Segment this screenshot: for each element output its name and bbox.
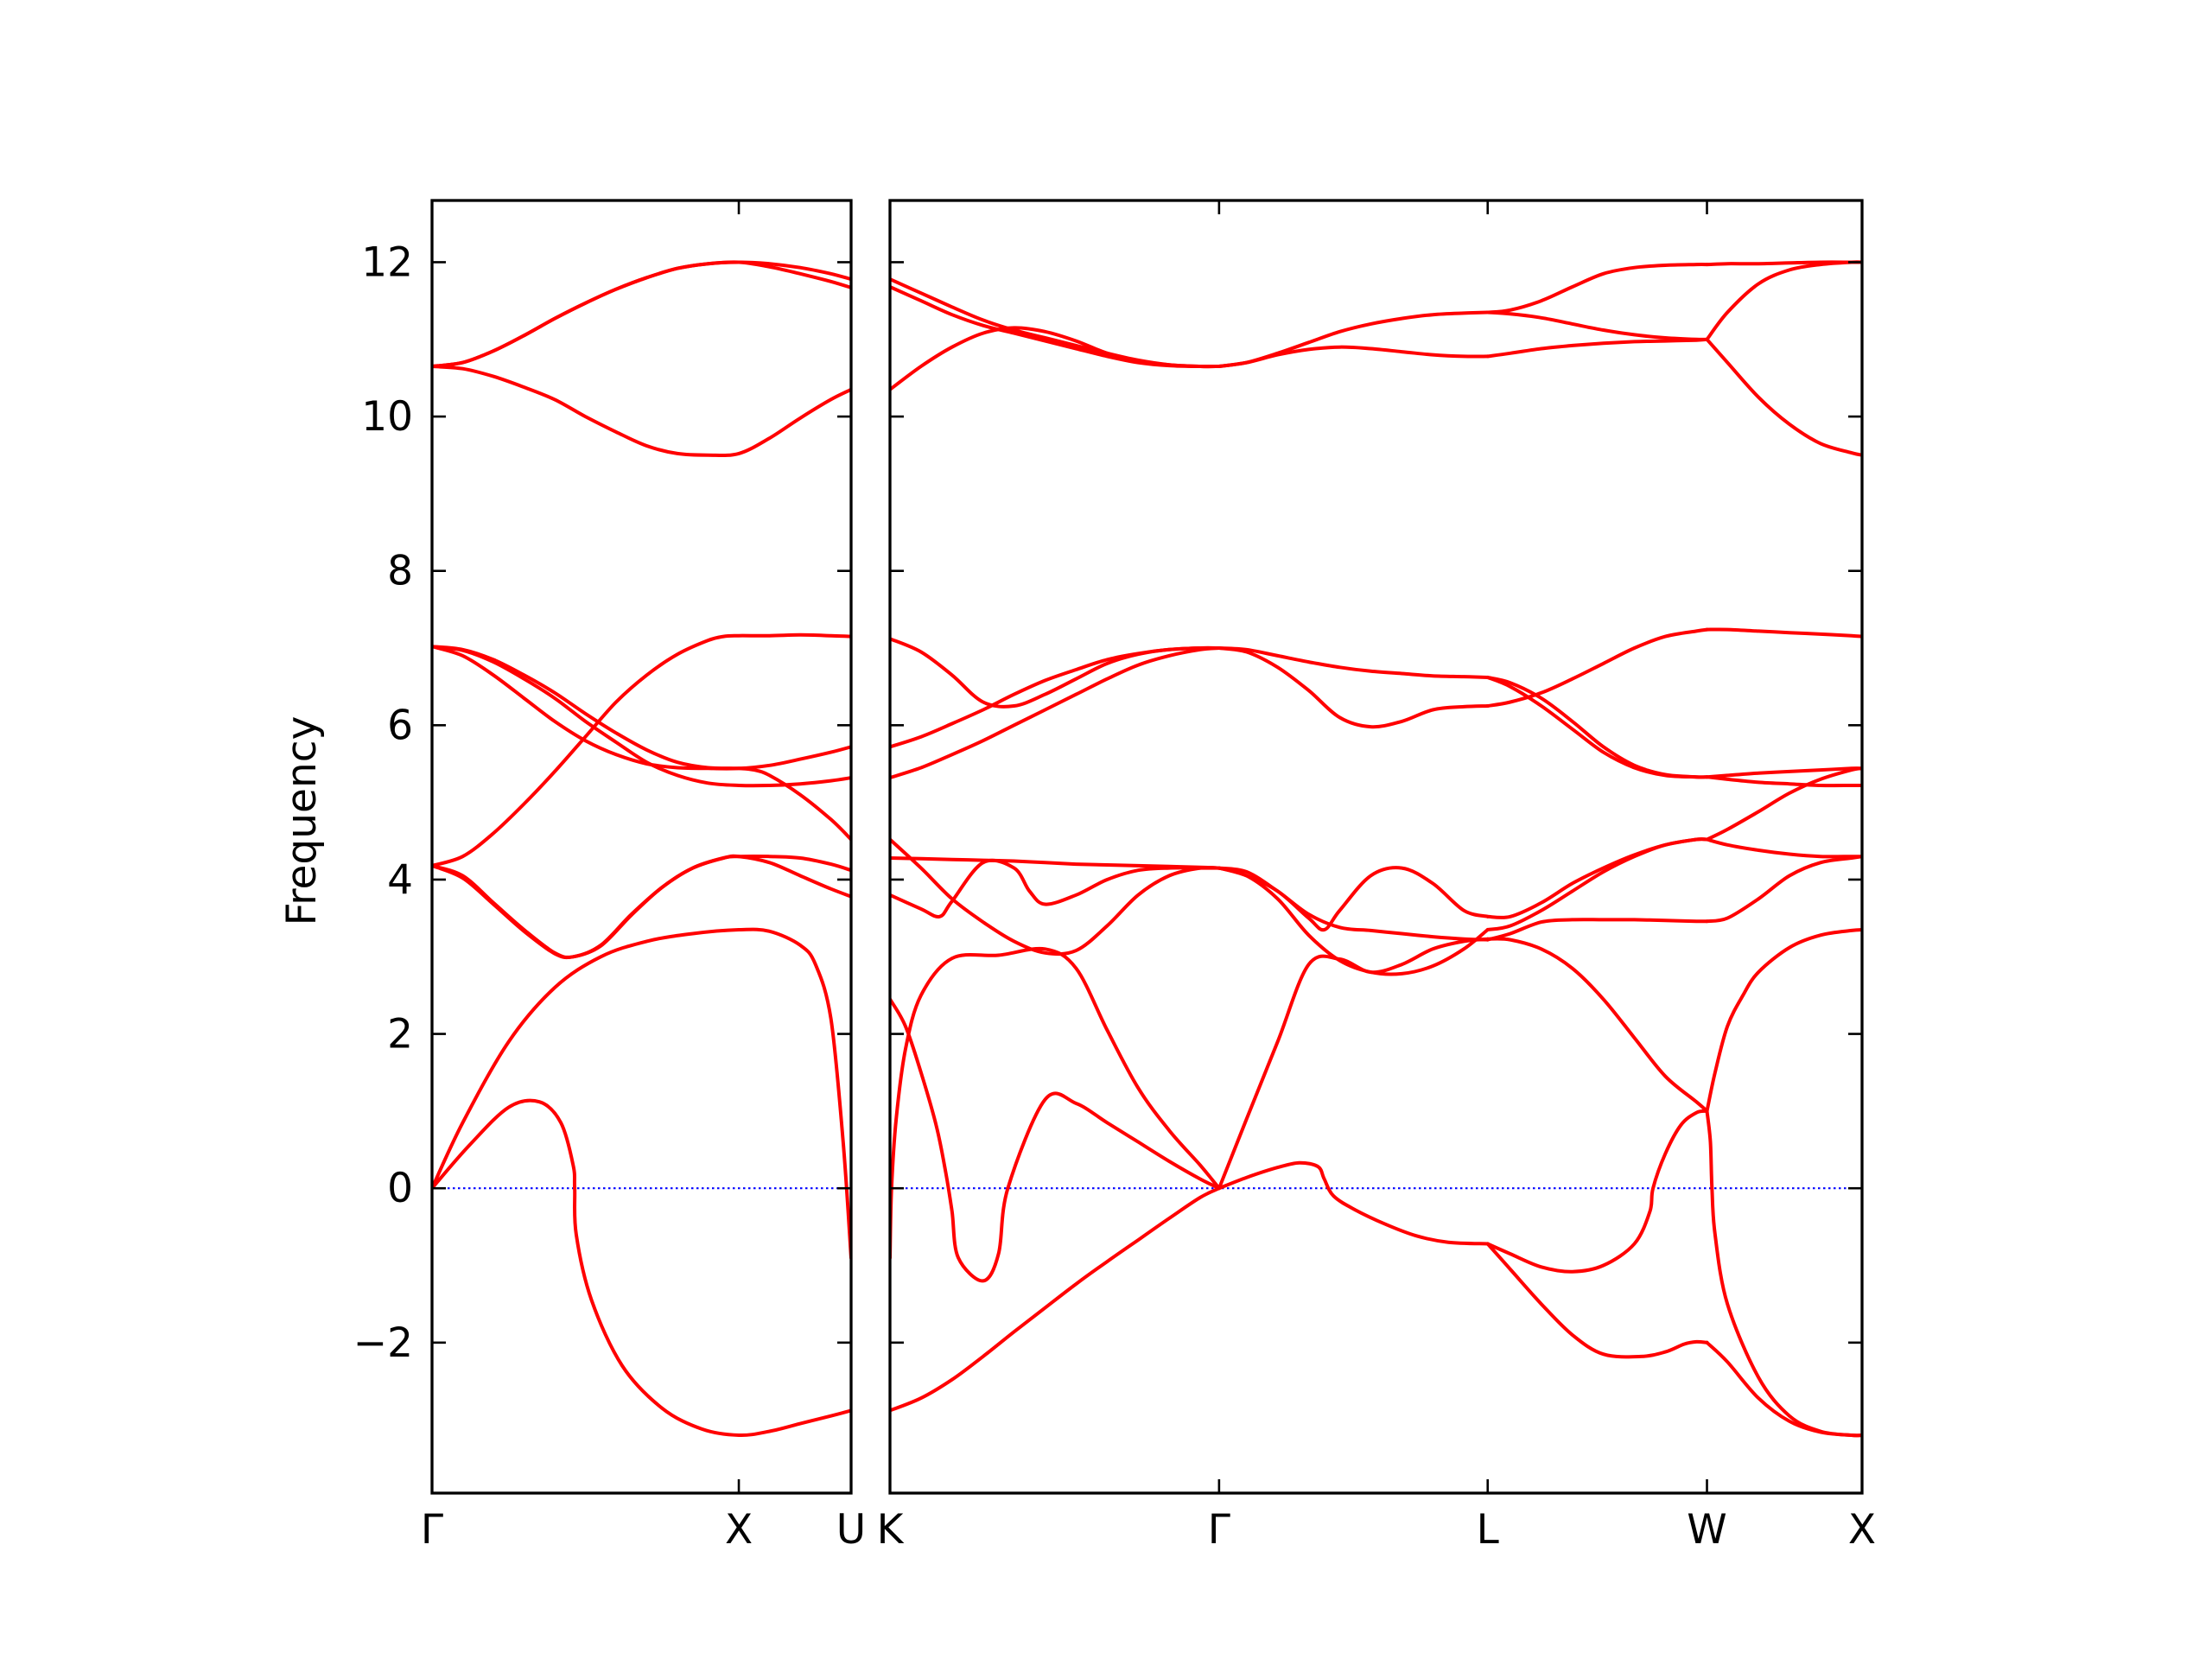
x-tick-label: X [1848,1506,1876,1554]
axes-frame [430,199,853,1495]
band-line [890,637,1221,709]
panel-1: −2 0 2 4 6 8 10 12 Γ X U [353,199,866,1554]
band-line [1705,1340,1862,1438]
band-line [432,632,851,868]
band-line [432,365,851,458]
band-line [890,997,1221,1283]
y-tick-label: −2 [353,1319,413,1367]
band-line [1705,855,1862,924]
x-tick-label: Γ [1208,1506,1230,1554]
band-line [1485,837,1709,919]
band-line [432,927,851,1260]
band-line [1485,627,1709,708]
band-line [432,645,851,842]
band-line [432,260,851,368]
band-line [432,854,851,960]
band-line [1705,775,1862,788]
y-tick-label: 12 [361,238,413,286]
x-tick-label: W [1687,1506,1726,1554]
y-tick-label: 4 [387,856,413,904]
band-line [1485,310,1709,341]
x-tick-label: U [836,1506,866,1554]
band-line [1485,1242,1709,1359]
band-line [890,946,1221,1260]
band-line [890,1186,1221,1413]
band-line [1485,1109,1709,1274]
band-line [1485,837,1709,931]
x-tick-label: X [725,1506,753,1554]
band-line [1485,937,1709,1113]
band-line [1485,918,1709,942]
y-tick-label: 10 [361,393,413,441]
band-line [890,277,1221,369]
axes-frame [888,199,1864,1495]
x-tick-label: K [877,1506,905,1554]
band-line [1217,866,1490,932]
y-tick-label: 8 [387,548,413,595]
band-series-group [432,260,851,1438]
band-line [890,646,1221,780]
chart-panels: −2 0 2 4 6 8 10 12 Γ X U K Γ L W X [353,199,1876,1554]
band-line [890,837,1221,957]
x-tick-label: Γ [421,1506,443,1554]
band-line [432,1098,851,1438]
band-line [1485,263,1709,315]
band-line [1705,337,1862,457]
y-axis-label: Frequency [278,716,326,926]
band-line [890,326,1221,391]
y-tick-label: 6 [387,702,413,749]
band-line [1705,627,1862,639]
band-line [1217,937,1490,1191]
band-series-group [890,260,1862,1438]
band-line [432,645,851,771]
band-line [1217,1160,1490,1246]
band-line [1485,337,1709,359]
band-line [1705,928,1862,1113]
y-tick-label: 0 [387,1165,413,1212]
x-tick-label: L [1477,1506,1499,1554]
y-tick-label: 2 [387,1011,413,1058]
band-line [890,858,1221,919]
band-line [1705,260,1862,341]
band-line [1217,866,1490,976]
band-line [1485,676,1709,779]
band-line [432,645,851,788]
band-line [1705,766,1862,779]
band-line [1217,646,1490,729]
band-line [1705,837,1862,859]
band-line [1217,866,1490,942]
band-line [1705,1109,1862,1438]
band-line [1217,345,1490,368]
band-line [1217,646,1490,679]
